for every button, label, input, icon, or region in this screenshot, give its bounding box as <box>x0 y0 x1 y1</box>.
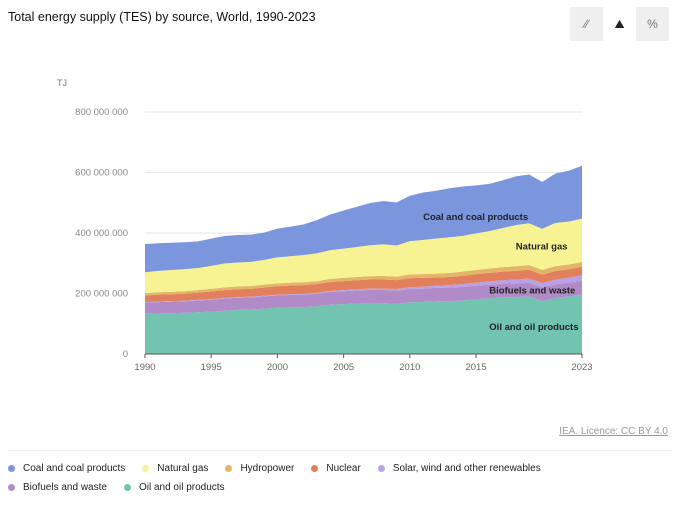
y-tick-label: 0 <box>123 349 128 360</box>
legend-item[interactable]: Oil and oil products <box>123 482 225 493</box>
legend-dot-icon <box>377 465 385 472</box>
area-solar-wind-and-other-renewables <box>145 275 582 303</box>
x-tick-label: 2015 <box>465 362 486 373</box>
area-coal-and-coal-products <box>145 165 582 273</box>
legend-item[interactable]: Biofuels and waste <box>8 482 107 493</box>
chart-title: Total energy supply (TES) by source, Wor… <box>8 10 316 24</box>
series-label: Biofuels and waste <box>489 286 575 297</box>
legend-dot-icon <box>311 465 319 472</box>
legend-label: Coal and coal products <box>23 463 126 474</box>
legend: Coal and coal products Natural gas Hydropo… <box>8 463 668 493</box>
legend-dot-icon <box>142 465 150 472</box>
legend-label: Biofuels and waste <box>23 482 107 493</box>
x-tick-label: 1995 <box>201 362 222 373</box>
legend-label: Oil and oil products <box>138 482 225 493</box>
area-chart: TJ 0 200 000 000 400 000 000 600 000 000 800 … <box>57 78 593 373</box>
legend-dot-icon <box>225 465 233 472</box>
divider <box>8 450 672 451</box>
area-hydropower <box>145 261 582 296</box>
legend-item[interactable]: Coal and coal products <box>8 463 125 474</box>
series-label: Coal and coal products <box>423 212 528 223</box>
y-axis-unit-label: TJ <box>57 78 67 88</box>
legend-label: Solar, wind and other renewables <box>392 463 541 474</box>
y-tick-label: 200 000 000 <box>75 289 128 300</box>
legend-dot-icon <box>8 484 15 491</box>
licence-link[interactable]: IEA. Licence: CC BY 4.0 <box>559 426 668 437</box>
legend-dot-icon <box>8 465 15 472</box>
x-tick-label: 2000 <box>267 362 288 373</box>
legend-item[interactable]: Nuclear <box>311 463 361 474</box>
line-chart-icon[interactable]: ⁄⁄ <box>584 17 589 31</box>
area-nuclear <box>145 266 582 303</box>
area-biofuels-and-waste <box>145 280 582 314</box>
legend-item[interactable]: Solar, wind and other renewables <box>377 463 541 474</box>
y-tick-label: 400 000 000 <box>75 228 128 239</box>
series-label: Natural gas <box>516 242 568 253</box>
area-chart-icon[interactable]: ⛰ <box>603 7 636 41</box>
legend-dot-icon <box>123 484 131 491</box>
legend-item[interactable]: Hydropower <box>225 463 294 474</box>
y-tick-label: 800 000 000 <box>75 107 128 118</box>
area-natural-gas <box>145 218 582 294</box>
percent-icon[interactable]: % <box>647 17 658 31</box>
series-label: Oil and oil products <box>489 322 578 333</box>
x-tick-label: 2005 <box>333 362 354 373</box>
legend-label: Nuclear <box>326 463 361 474</box>
y-tick-label: 600 000 000 <box>75 168 128 179</box>
area-oil-and-oil-products <box>145 294 582 354</box>
x-tick-label: 1990 <box>134 362 155 373</box>
legend-label: Natural gas <box>157 463 209 474</box>
legend-label: Hydropower <box>240 463 295 474</box>
view-toggle: ⁄⁄ ⛰ % <box>570 7 669 41</box>
legend-item[interactable]: Natural gas <box>142 463 208 474</box>
x-tick-label: 2010 <box>399 362 420 373</box>
x-tick-label: 2023 <box>571 362 592 373</box>
